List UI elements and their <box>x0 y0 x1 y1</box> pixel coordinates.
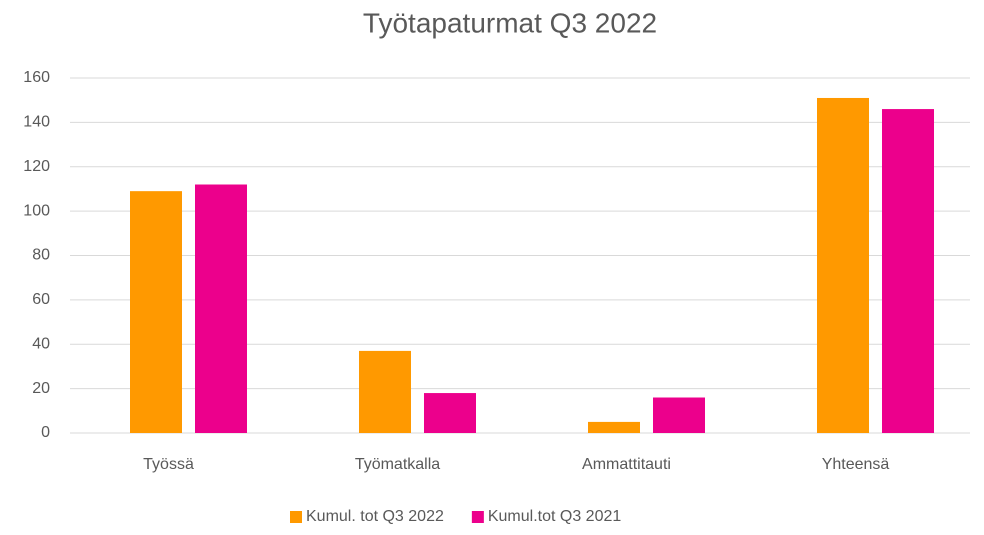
bar <box>817 97 869 433</box>
x-tick-label: Yhteensä <box>822 456 890 473</box>
y-tick-label: 100 <box>23 202 50 219</box>
y-tick-label: 120 <box>23 158 50 175</box>
bar <box>882 109 934 433</box>
bar <box>195 184 247 433</box>
bar <box>359 350 411 433</box>
x-tick-label: Ammattitauti <box>582 456 671 473</box>
chart-title: Työtapaturmat Q3 2022 <box>363 7 657 38</box>
legend-label: Kumul. tot Q3 2022 <box>306 508 444 525</box>
y-tick-label: 60 <box>32 291 50 308</box>
y-tick-label: 80 <box>32 247 50 264</box>
x-tick-label: Työmatkalla <box>355 456 440 473</box>
y-tick-label: 20 <box>32 380 50 397</box>
bar <box>130 191 182 433</box>
bar <box>424 393 476 433</box>
legend-swatch <box>471 511 484 523</box>
x-tick-label: Työssä <box>143 456 194 473</box>
y-tick-label: 160 <box>23 69 50 86</box>
bar <box>588 421 640 433</box>
y-tick-label: 140 <box>23 114 50 131</box>
y-tick-label: 0 <box>41 424 50 441</box>
y-tick-label: 40 <box>32 335 50 352</box>
legend-swatch <box>290 511 302 523</box>
bar <box>653 397 705 433</box>
legend-label: Kumul.tot Q3 2021 <box>488 508 622 525</box>
